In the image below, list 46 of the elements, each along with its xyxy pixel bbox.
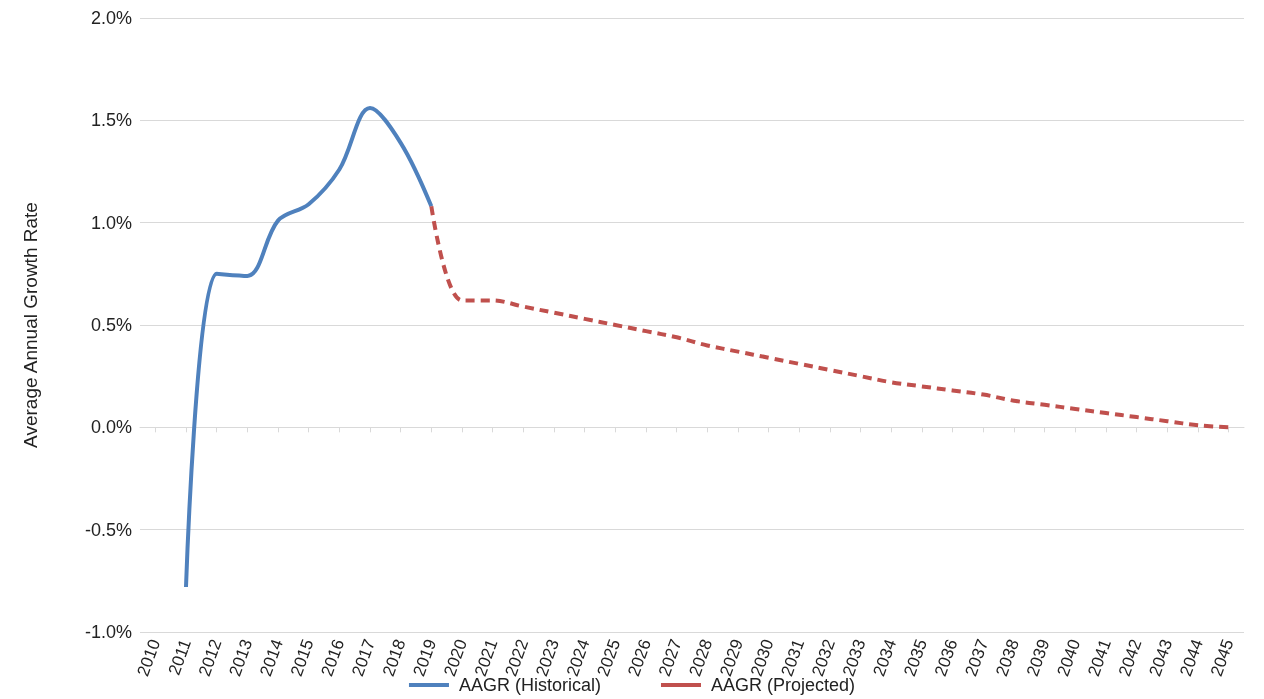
y-tick-label: 1.0%	[90, 212, 132, 233]
x-tick-label: 2036	[930, 636, 962, 679]
x-tick-label: 2029	[716, 636, 747, 679]
x-tick-label: 2017	[348, 636, 379, 679]
x-tick-label: 2031	[777, 636, 809, 679]
x-tick-label: 2039	[1022, 636, 1054, 679]
y-axis-title: Average Annual Growth Rate	[20, 202, 41, 448]
x-tick-label: 2011	[164, 636, 195, 678]
x-tick-label: 2024	[562, 636, 594, 679]
x-tick-label: 2043	[1145, 636, 1177, 679]
x-tick-label: 2025	[593, 636, 625, 679]
x-tick-label: 2037	[961, 636, 993, 679]
x-tick-label: 2019	[409, 636, 441, 679]
x-tick-label: 2020	[440, 636, 471, 679]
x-tick-label: 2013	[225, 636, 257, 679]
y-tick-label: 0.5%	[90, 315, 132, 335]
x-tick-label: 2035	[900, 636, 931, 679]
x-tick-label: 2027	[654, 636, 686, 679]
x-tick-label: 2044	[1176, 636, 1207, 679]
x-tick-label: 2018	[378, 636, 410, 679]
x-tick-label: 2033	[838, 636, 870, 679]
x-tick-label: 2016	[317, 636, 349, 679]
x-tick-label: 2030	[746, 636, 778, 679]
x-tick-label: 2026	[624, 636, 655, 679]
y-tick-label: 1.5%	[90, 110, 132, 131]
x-tick-label: 2032	[808, 636, 839, 679]
x-tick-label: 2034	[869, 636, 901, 679]
x-tick-label: 2015	[286, 636, 318, 679]
y-tick-label: -1.0%	[84, 622, 132, 642]
line-series	[429, 204, 1231, 430]
x-tick-label: 2038	[992, 636, 1023, 679]
y-tick-label: 2.0%	[90, 8, 132, 28]
x-tick-label: 2040	[1053, 636, 1085, 679]
x-tick-label: 2014	[256, 636, 287, 679]
y-tick-label: -0.5%	[84, 519, 132, 540]
x-tick-label: 2010	[133, 636, 165, 679]
x-tick-label: 2028	[685, 636, 717, 679]
line-series	[184, 106, 434, 589]
x-tick-label: 2042	[1114, 636, 1146, 679]
x-tick-label: 2022	[501, 636, 533, 679]
x-tick-label: 2021	[470, 636, 502, 679]
x-tick-label: 2041	[1084, 636, 1115, 679]
x-tick-label: 2023	[532, 636, 563, 679]
x-tick-label: 2012	[194, 636, 226, 679]
x-tick-label: 2045	[1206, 636, 1238, 679]
y-tick-label: 0.0%	[90, 417, 132, 438]
